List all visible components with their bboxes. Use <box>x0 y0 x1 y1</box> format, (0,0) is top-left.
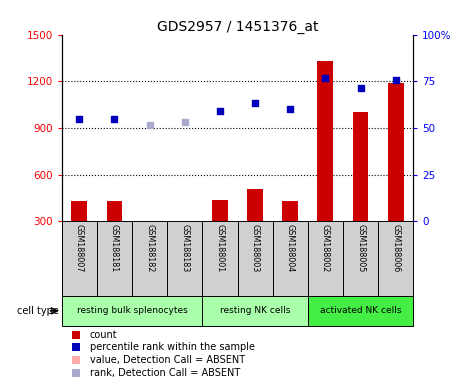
Text: GSM188003: GSM188003 <box>251 224 259 272</box>
Text: GSM188182: GSM188182 <box>145 224 154 272</box>
Point <box>181 119 189 125</box>
Point <box>322 75 329 81</box>
Text: resting bulk splenocytes: resting bulk splenocytes <box>76 306 188 315</box>
Point <box>72 357 80 363</box>
Text: resting NK cells: resting NK cells <box>220 306 290 315</box>
Point <box>392 77 399 83</box>
Text: GSM188005: GSM188005 <box>356 224 365 272</box>
Text: percentile rank within the sample: percentile rank within the sample <box>90 343 255 353</box>
Text: GSM188004: GSM188004 <box>286 224 294 272</box>
Point <box>146 122 153 128</box>
Text: value, Detection Call = ABSENT: value, Detection Call = ABSENT <box>90 355 245 365</box>
Point <box>72 332 80 338</box>
Point <box>72 344 80 351</box>
Bar <box>352 113 369 222</box>
Point <box>251 100 259 106</box>
Bar <box>142 222 158 223</box>
Bar <box>282 201 298 222</box>
Text: count: count <box>90 330 117 340</box>
Text: rank, Detection Call = ABSENT: rank, Detection Call = ABSENT <box>90 368 240 378</box>
Text: GSM188001: GSM188001 <box>216 224 224 272</box>
Bar <box>202 296 308 326</box>
Bar <box>212 200 228 222</box>
Bar <box>62 296 202 326</box>
Text: GSM188006: GSM188006 <box>391 224 400 272</box>
Point <box>286 106 294 113</box>
Point <box>72 370 80 376</box>
Bar <box>388 83 404 222</box>
Point <box>357 84 364 91</box>
Bar <box>71 201 87 222</box>
Bar <box>177 222 193 229</box>
Bar <box>106 201 123 222</box>
Text: GSM188007: GSM188007 <box>75 224 84 272</box>
Text: GSM188183: GSM188183 <box>180 224 189 272</box>
Bar <box>247 189 263 222</box>
Bar <box>308 296 413 326</box>
Point <box>216 108 224 114</box>
Text: activated NK cells: activated NK cells <box>320 306 401 315</box>
Title: GDS2957 / 1451376_at: GDS2957 / 1451376_at <box>157 20 318 33</box>
Point <box>76 116 83 122</box>
Text: GSM188181: GSM188181 <box>110 224 119 272</box>
Text: cell type: cell type <box>17 306 62 316</box>
Bar <box>317 61 333 222</box>
Point <box>111 116 118 122</box>
Text: GSM188002: GSM188002 <box>321 224 330 272</box>
